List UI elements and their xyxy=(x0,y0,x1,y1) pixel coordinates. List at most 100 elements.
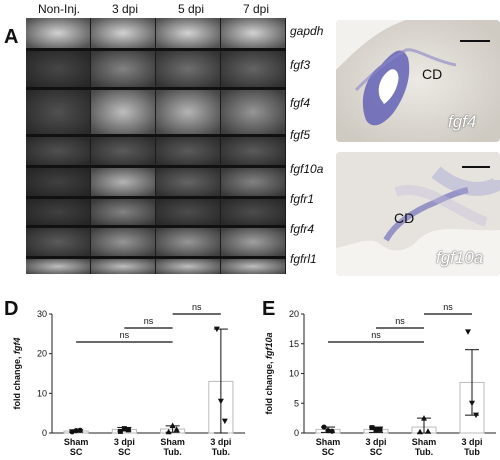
significance-label: ns xyxy=(192,302,202,312)
gel-band xyxy=(26,90,90,134)
y-axis-label: fold change, fgf4 xyxy=(12,337,22,409)
gel-band xyxy=(156,199,220,225)
gel-band xyxy=(221,90,285,134)
data-point xyxy=(325,428,331,434)
data-point xyxy=(77,427,83,433)
gel-band xyxy=(221,259,285,274)
data-point xyxy=(373,427,379,433)
data-point xyxy=(469,400,475,407)
gene-overlay-label: fgf4 xyxy=(448,112,477,131)
gel-band xyxy=(91,51,155,87)
panel-letter-e: E xyxy=(262,298,276,320)
histology-image-c: CD fgf10a xyxy=(336,152,500,276)
panel-letter-d: D xyxy=(4,298,19,320)
gel-band xyxy=(156,228,220,256)
x-tick-label: Sham SC xyxy=(64,437,89,457)
scale-bar xyxy=(462,166,490,168)
gel-band xyxy=(91,18,155,48)
gene-label: fgfrl1 xyxy=(290,252,317,266)
y-tick-label: 20 xyxy=(289,309,299,319)
data-point xyxy=(117,428,123,434)
significance-label: ns xyxy=(395,316,405,326)
significance-label: ns xyxy=(443,302,453,312)
data-point xyxy=(321,424,327,430)
significance-label: ns xyxy=(371,330,381,340)
y-tick-label: 5 xyxy=(294,398,299,408)
histology-image-b: CD fgf4 xyxy=(336,20,500,142)
chart-e: 0 5 10 15 20 fold change, fgf10a Sham SC 3 dpi SC… xyxy=(264,302,496,457)
gel-band xyxy=(26,18,90,48)
x-tick-label: 3 dpi SC xyxy=(114,437,135,457)
x-tick-label: Sham Tub. xyxy=(412,437,437,457)
data-point xyxy=(221,418,228,425)
gel-col-header: 7 dpi xyxy=(242,2,270,16)
gel-band xyxy=(221,51,285,87)
panel-letter-a: A xyxy=(4,26,19,48)
gene-label: fgf10a xyxy=(290,162,324,176)
gel-band xyxy=(156,90,220,134)
data-point xyxy=(369,425,375,431)
gel-band xyxy=(91,199,155,225)
y-tick-label: 15 xyxy=(289,339,299,349)
gel-col-header: 5 dpi xyxy=(177,2,205,16)
y-tick-label: 0 xyxy=(294,428,299,438)
gel-band xyxy=(156,137,220,165)
gel-band xyxy=(26,137,90,165)
data-point xyxy=(169,422,176,428)
gel-band xyxy=(156,51,220,87)
gel-band xyxy=(91,90,155,134)
gel-row xyxy=(26,259,286,274)
structure-label-cd: CD xyxy=(394,210,415,226)
gel-row xyxy=(26,137,286,165)
gel-row xyxy=(26,228,286,256)
gel-col-header: Non-Inj. xyxy=(37,2,81,16)
y-tick-label: 10 xyxy=(37,388,47,398)
data-point xyxy=(125,427,131,433)
data-point xyxy=(417,428,423,435)
gene-overlay-label: fgf10a xyxy=(436,248,484,267)
data-point xyxy=(217,398,224,405)
gene-label: fgf5 xyxy=(290,128,311,142)
y-tick-label: 20 xyxy=(37,349,47,359)
gel-band xyxy=(91,259,155,274)
y-axis-label: fold change, fgf10a xyxy=(264,332,274,414)
gel-band xyxy=(26,259,90,274)
x-tick-label: Sham Tub. xyxy=(160,437,185,457)
data-point xyxy=(121,426,127,432)
data-point xyxy=(165,428,172,435)
x-tick-label: 3 dpi SC xyxy=(365,437,386,457)
gene-label: fgfr4 xyxy=(290,222,315,236)
gene-label: fgfr1 xyxy=(290,192,315,206)
chart-d: 0 10 20 30 fold change, fgf4 Sham SC 3 dpi SC Sha… xyxy=(12,302,245,457)
histology-c-drawing xyxy=(336,152,500,276)
gel-col-header: 3 dpi xyxy=(111,2,139,16)
gel-row xyxy=(26,90,286,134)
y-tick-label: 30 xyxy=(37,309,47,319)
significance-label: ns xyxy=(120,330,130,340)
gel-band xyxy=(91,168,155,196)
gel-band xyxy=(221,168,285,196)
gene-label: fgf4 xyxy=(290,96,311,110)
gel-band xyxy=(221,137,285,165)
data-point xyxy=(69,429,75,435)
gel-band xyxy=(221,18,285,48)
data-point xyxy=(377,426,383,432)
y-tick-label: 10 xyxy=(289,369,299,379)
data-point xyxy=(425,428,431,434)
gel-band xyxy=(221,228,285,256)
data-point xyxy=(329,428,335,434)
gel-row xyxy=(26,51,286,87)
gel-band xyxy=(221,199,285,225)
y-tick-label: 0 xyxy=(42,428,47,438)
data-point xyxy=(421,415,427,421)
gel-band xyxy=(91,137,155,165)
gel-band xyxy=(156,168,220,196)
gel-band xyxy=(91,228,155,256)
gel-band xyxy=(26,199,90,225)
gene-label: fgf3 xyxy=(290,58,311,72)
significance-label: ns xyxy=(144,316,154,326)
data-point xyxy=(73,428,79,434)
data-point xyxy=(173,426,180,432)
scale-bar xyxy=(460,40,490,42)
